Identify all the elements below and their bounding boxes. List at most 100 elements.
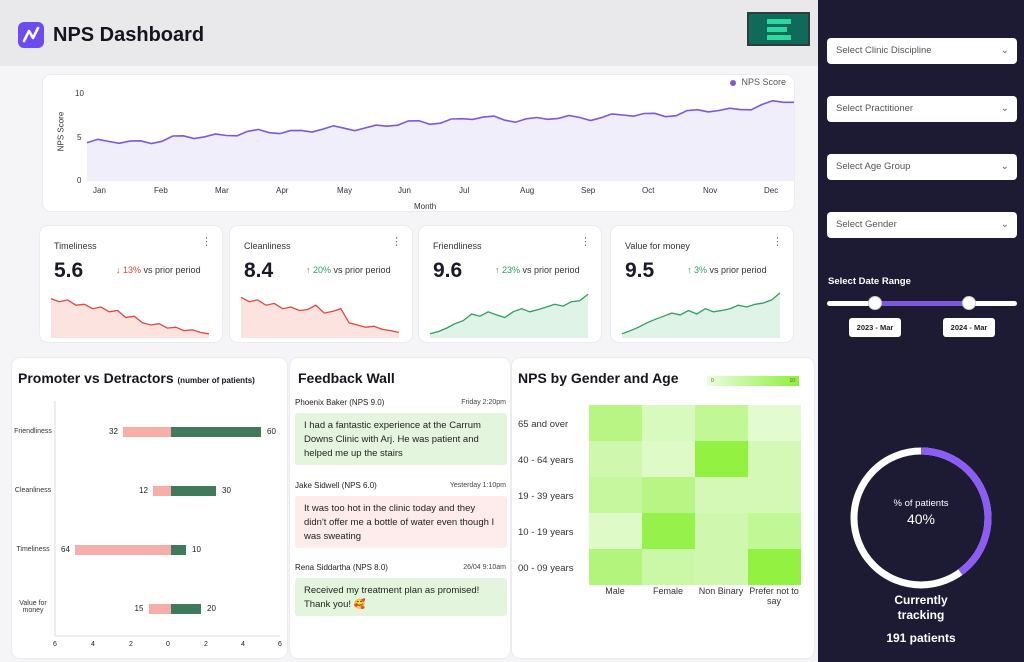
promoter-bar [171, 604, 201, 614]
delta-suffix: vs prior period [709, 265, 767, 275]
heatmap-cell[interactable] [589, 441, 642, 477]
heatmap-cell[interactable] [748, 477, 801, 513]
heatmap-row-label: 65 and over [518, 419, 569, 430]
metric-label: Timeliness [54, 241, 97, 251]
x-tick: Jan [93, 186, 106, 195]
x-tick: 4 [241, 641, 245, 648]
heatmap-cell[interactable] [748, 441, 801, 477]
delta-suffix: vs prior period [522, 265, 580, 275]
more-options-icon[interactable]: ⋮ [580, 236, 591, 248]
promoter-value: 20 [207, 604, 216, 613]
delta-percent: 3% [694, 265, 708, 275]
delta-suffix: vs prior period [143, 265, 201, 275]
x-tick: May [337, 186, 353, 195]
x-tick: 0 [166, 641, 170, 648]
heatmap-col-label: Male [605, 586, 625, 596]
feedback-time: Friday 2:20pm [461, 399, 506, 406]
arrow-up-icon: ↑ [306, 265, 311, 275]
feedback-message: I had a fantastic experience at the Carr… [295, 413, 507, 465]
heatmap-cell[interactable] [695, 405, 748, 441]
sparkline-area [430, 294, 588, 338]
heatmap-row-label: 00 - 09 years [518, 563, 574, 574]
page-title: NPS Dashboard [53, 24, 205, 46]
heatmap-cell[interactable] [642, 549, 695, 585]
heatmap-cell[interactable] [589, 477, 642, 513]
category-label: Timeliness [16, 546, 50, 553]
chart-legend: NPS Score [730, 77, 786, 87]
gender-select[interactable]: Select Gender ⌄ [827, 212, 1017, 238]
practitioner-select[interactable]: Select Practitioner ⌄ [827, 96, 1017, 122]
clinic-discipline-select[interactable]: Select Clinic Discipline ⌄ [827, 38, 1017, 64]
metric-card-value-for-money[interactable]: Value for money ⋮ 9.5 ↑ 3% vs prior period [611, 226, 793, 342]
more-options-icon[interactable]: ⋮ [772, 236, 783, 248]
feedback-message: Received my treatment plan as promised! … [295, 578, 507, 616]
panel-title: Promoter vs Detractors (number of patien… [18, 370, 255, 386]
sparkline-line [50, 297, 210, 335]
more-options-icon[interactable]: ⋮ [201, 236, 212, 248]
heatmap-cell[interactable] [748, 405, 801, 441]
heatmap-cell[interactable] [589, 549, 642, 585]
delta-percent: 23% [502, 265, 521, 275]
promoter-detractors-panel: Promoter vs Detractors (number of patien… [12, 358, 287, 658]
heatmap-col-label: Non Binary [698, 586, 744, 596]
feedback-author: Phoenix Baker (NPS 9.0) [295, 398, 385, 407]
category-label: Value for money [19, 600, 47, 614]
x-tick: Mar [215, 186, 229, 195]
promoter-value: 60 [267, 427, 276, 436]
heatmap-cell[interactable] [642, 513, 695, 549]
detractor-bar [123, 427, 171, 437]
heatmap-cell[interactable] [642, 477, 695, 513]
heatmap-cell[interactable] [748, 513, 801, 549]
heatmap-cell[interactable] [695, 549, 748, 585]
metric-sparkline [240, 296, 400, 338]
heatmap-cell[interactable] [695, 441, 748, 477]
nps-heatmap-panel: NPS by Gender and Age 0 10 65 and over 40… [512, 358, 814, 658]
y-tick: 5 [77, 133, 82, 142]
chevron-down-icon: ⌄ [1000, 219, 1009, 230]
donut-value: 40% [906, 511, 936, 527]
heatmap-cell[interactable] [695, 513, 748, 549]
detractor-value: 12 [139, 486, 148, 495]
arrow-down-icon: ↓ [116, 265, 121, 275]
sparkline-line [240, 296, 400, 334]
detractor-bar [148, 604, 171, 614]
heatmap-color-scale: 0 10 [707, 376, 799, 386]
promoter-value: 30 [222, 486, 231, 495]
heatmap-cell[interactable] [589, 405, 642, 441]
date-start-chip: 2023 - Mar [849, 318, 901, 337]
more-options-icon[interactable]: ⋮ [391, 236, 402, 248]
metric-card-cleanliness[interactable]: Cleanliness ⋮ 8.4 ↑ 20% vs prior period [230, 226, 412, 342]
x-tick: 4 [91, 641, 95, 648]
detractor-bar [153, 486, 171, 496]
heatmap-cell[interactable] [748, 549, 801, 585]
metric-sparkline [621, 292, 781, 338]
heatmap-cell[interactable] [589, 513, 642, 549]
nps-line [86, 99, 794, 145]
promoter-bar [171, 427, 261, 437]
date-start-handle[interactable] [868, 296, 882, 310]
scale-max: 10 [789, 378, 795, 384]
tracking-count: 191 patients [886, 631, 956, 645]
delta-suffix: vs prior period [333, 265, 391, 275]
x-tick: Dec [764, 186, 779, 195]
metric-card-timeliness[interactable]: Timeliness ⋮ 5.6 ↓ 13% vs prior period [40, 226, 222, 342]
date-end-handle[interactable] [962, 296, 976, 310]
metric-card-friendliness[interactable]: Friendliness ⋮ 9.6 ↑ 23% vs prior period [419, 226, 601, 342]
promoter-bar [171, 545, 186, 555]
heatmap-cell[interactable] [695, 477, 748, 513]
heatmap-row-label: 40 - 64 years [518, 455, 574, 466]
detractor-value: 64 [61, 545, 70, 554]
x-tick: 6 [53, 641, 57, 648]
heatmap-cell[interactable] [642, 405, 695, 441]
feedback-author: Jake Sidwell (NPS 6.0) [295, 481, 377, 490]
metric-delta: ↑ 20% vs prior period [306, 265, 391, 275]
age-group-select[interactable]: Select Age Group ⌄ [827, 154, 1017, 180]
feedback-time: 26/04 9:10am [463, 564, 506, 571]
select-placeholder: Select Practitioner [836, 103, 914, 114]
x-tick: Jul [459, 186, 470, 195]
x-axis-title: Month [414, 202, 437, 211]
heatmap-cell[interactable] [642, 441, 695, 477]
app-logo-icon [18, 22, 44, 48]
metric-sparkline [50, 297, 210, 338]
feedback-message: It was too hot in the clinic today and t… [295, 496, 507, 548]
